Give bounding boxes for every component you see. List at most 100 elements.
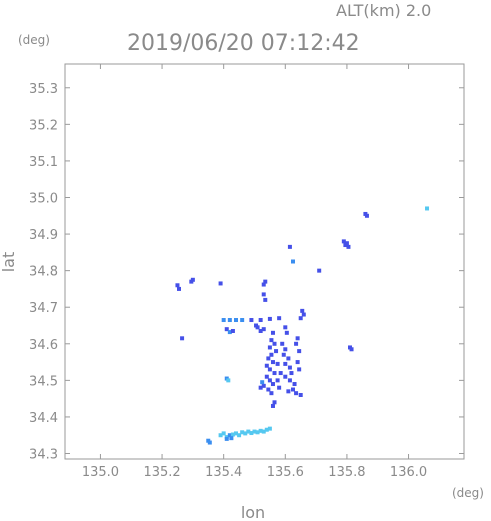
echo-point — [278, 371, 283, 376]
echo-point — [258, 318, 263, 323]
echo-point — [269, 391, 274, 396]
echo-point — [298, 392, 303, 397]
echo-point — [246, 429, 251, 434]
y-unit-label: (deg) — [18, 33, 50, 47]
x-unit-label: (deg) — [452, 486, 484, 500]
y-tick-label: 34.3 — [29, 448, 58, 463]
echo-point — [270, 382, 275, 387]
echo-point — [425, 206, 430, 211]
echo-point — [295, 360, 300, 365]
echo-point — [260, 380, 265, 385]
x-tick-label: 135.6 — [267, 465, 304, 480]
echo-point — [287, 365, 292, 370]
echo-point — [272, 400, 277, 405]
echo-point — [229, 436, 234, 441]
echo-point — [264, 427, 269, 432]
echo-point — [286, 389, 291, 394]
x-tick-label: 135.2 — [143, 465, 180, 480]
echo-point — [289, 371, 294, 376]
echo-point — [266, 356, 271, 361]
echo-point — [301, 312, 306, 317]
echo-point — [346, 244, 351, 249]
echo-point — [286, 356, 291, 361]
echo-point — [237, 433, 242, 438]
echo-point — [240, 430, 245, 435]
x-tick-label: 135.0 — [82, 465, 119, 480]
echo-point — [230, 432, 235, 437]
echo-point — [227, 318, 232, 323]
y-tick-label: 34.7 — [29, 301, 58, 316]
echo-point — [283, 374, 288, 379]
echo-point — [277, 385, 282, 390]
echo-point — [341, 239, 346, 244]
y-tick-label: 34.8 — [29, 265, 58, 280]
echo-point — [255, 325, 260, 330]
echo-point — [280, 341, 285, 346]
echo-point — [343, 243, 348, 248]
echo-point — [291, 387, 295, 392]
echo-point — [287, 244, 292, 249]
echo-point — [267, 316, 272, 321]
echo-point — [297, 367, 302, 372]
echo-point — [275, 361, 280, 366]
echo-point — [252, 429, 257, 434]
echo-point — [269, 338, 274, 343]
echo-point — [234, 431, 238, 436]
y-axis-label: lat — [0, 252, 18, 273]
echo-point — [221, 318, 226, 323]
echo-point — [297, 349, 302, 354]
echo-point — [255, 430, 260, 435]
x-tick-label: 136.0 — [390, 465, 427, 480]
echo-point — [177, 286, 181, 291]
echo-point — [249, 431, 254, 436]
echo-point — [224, 327, 229, 332]
echo-point — [230, 328, 235, 333]
echo-point — [227, 330, 232, 335]
y-tick-label: 34.4 — [29, 411, 58, 426]
echo-point — [226, 378, 231, 383]
echo-point — [295, 336, 300, 341]
echo-point — [263, 279, 268, 284]
echo-point — [294, 341, 299, 346]
echo-point — [264, 374, 269, 379]
echo-point — [207, 440, 212, 445]
timestamp-title: 2019/06/20 07:12:42 — [127, 31, 360, 56]
echo-point — [272, 341, 277, 346]
y-tick-label: 35.1 — [29, 155, 58, 170]
echo-point — [269, 352, 274, 357]
y-tick-label: 35.0 — [29, 191, 58, 206]
echo-point — [270, 403, 275, 408]
echo-point — [267, 426, 272, 431]
echo-point — [317, 268, 322, 273]
echo-point — [258, 428, 263, 433]
y-tick-label: 34.6 — [29, 338, 58, 353]
echo-point — [272, 371, 277, 376]
echo-point — [258, 385, 263, 390]
echo-point — [267, 378, 272, 383]
echo-point — [240, 318, 245, 323]
plot-frame — [64, 63, 465, 460]
echo-point — [258, 328, 263, 333]
echo-point — [283, 361, 288, 366]
echo-point — [263, 297, 268, 302]
echo-point — [264, 363, 269, 368]
echo-point — [175, 283, 180, 288]
echo-point — [261, 429, 266, 434]
echo-point — [300, 308, 305, 313]
echo-point — [284, 330, 289, 335]
x-tick-label: 135.8 — [328, 465, 365, 480]
y-tick-label: 34.5 — [29, 374, 58, 389]
echo-point — [283, 325, 288, 330]
echo-point — [266, 387, 271, 392]
echo-point — [267, 367, 272, 372]
echo-point — [218, 433, 223, 438]
echo-point — [243, 431, 248, 436]
echo-point — [180, 336, 185, 341]
echo-point — [294, 391, 299, 396]
echo-point — [261, 282, 266, 287]
x-axis-label: lon — [241, 503, 265, 521]
echo-point — [270, 330, 275, 335]
echo-point — [227, 433, 232, 438]
echo-points — [175, 206, 430, 445]
echo-point — [281, 352, 286, 357]
